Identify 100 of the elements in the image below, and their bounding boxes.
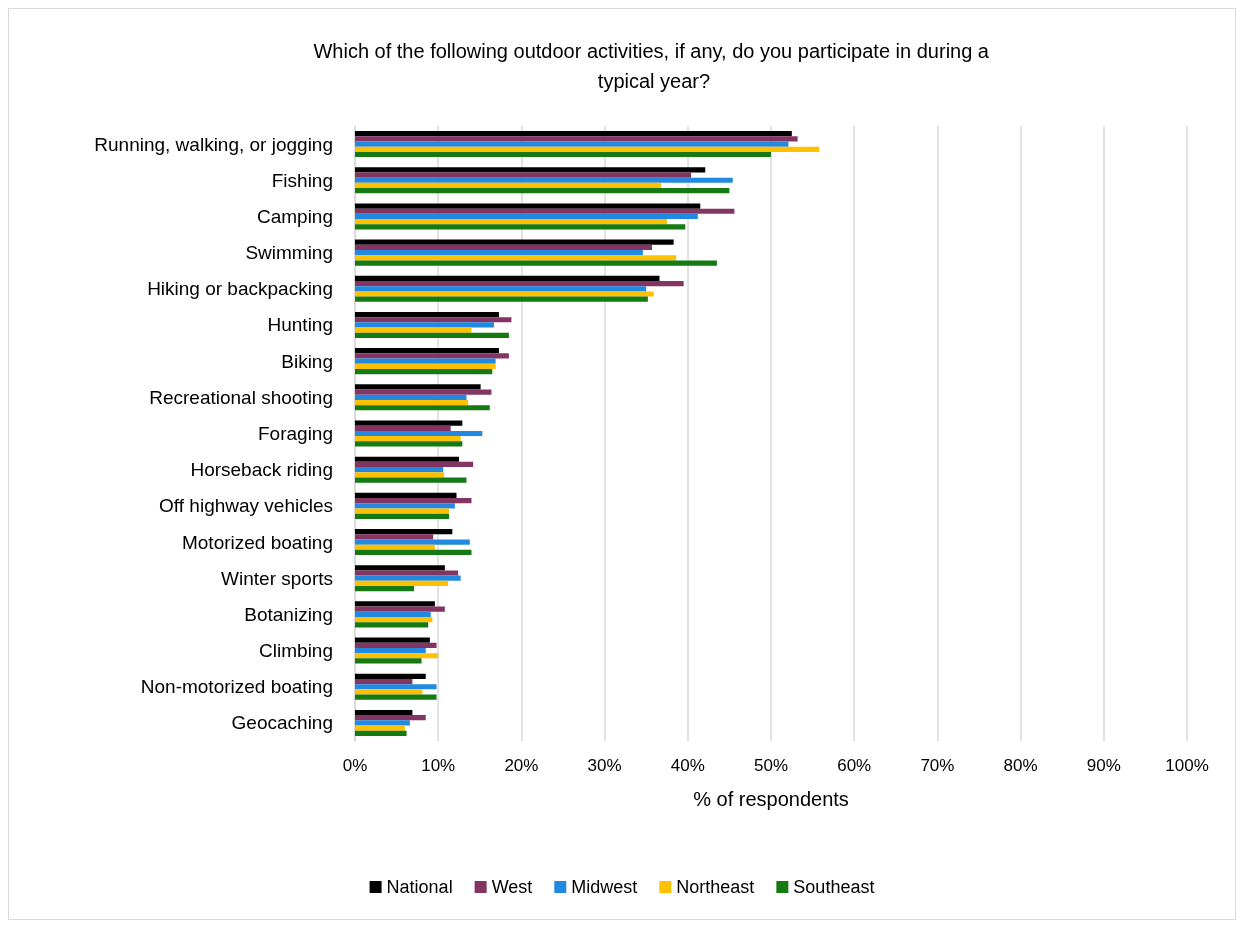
bar bbox=[355, 182, 662, 189]
bar bbox=[355, 653, 439, 659]
y-tick-label: Foraging bbox=[258, 423, 333, 444]
bar bbox=[355, 286, 647, 292]
x-tick-label: 40% bbox=[670, 756, 705, 775]
bar bbox=[355, 725, 405, 731]
bar bbox=[355, 678, 413, 685]
bar bbox=[355, 420, 463, 426]
y-tick-label: Running, walking, or jogging bbox=[94, 133, 333, 155]
bar bbox=[355, 658, 422, 664]
bar bbox=[355, 477, 467, 483]
legend-label: Northeast bbox=[676, 877, 755, 897]
bar bbox=[355, 146, 820, 152]
bar bbox=[355, 141, 789, 147]
y-tick-label: Winter sports bbox=[221, 567, 333, 589]
bar bbox=[355, 606, 445, 612]
bar bbox=[355, 280, 684, 287]
bar bbox=[355, 213, 698, 220]
x-tick-label: 20% bbox=[504, 756, 539, 775]
bar bbox=[355, 296, 648, 302]
bar bbox=[355, 544, 435, 550]
bar bbox=[355, 436, 461, 442]
bar bbox=[355, 425, 451, 431]
bar bbox=[355, 456, 459, 462]
bar bbox=[355, 394, 467, 400]
bar bbox=[355, 720, 410, 726]
bar bbox=[355, 250, 643, 256]
bar bbox=[355, 311, 499, 318]
y-tick-label: Off highway vehicles bbox=[159, 495, 333, 517]
y-tick-label: Botanizing bbox=[244, 603, 333, 625]
bar bbox=[355, 498, 472, 504]
bar bbox=[355, 172, 692, 178]
x-tick-label: 90% bbox=[1086, 756, 1121, 775]
bar bbox=[355, 565, 445, 571]
bar bbox=[355, 384, 481, 390]
bar bbox=[355, 167, 706, 173]
y-tick-label: Non-motorized boating bbox=[140, 676, 333, 698]
legend-label: Southeast bbox=[793, 877, 875, 897]
bar bbox=[355, 399, 469, 406]
bar bbox=[355, 151, 771, 158]
y-tick-label: Recreational shooting bbox=[149, 386, 333, 408]
bar bbox=[355, 219, 667, 225]
bar bbox=[355, 353, 509, 359]
bar bbox=[355, 622, 429, 628]
bar bbox=[355, 673, 426, 679]
x-tick-label: 0% bbox=[342, 756, 368, 775]
bar bbox=[355, 368, 493, 375]
bar bbox=[355, 513, 450, 519]
bar bbox=[355, 549, 472, 556]
bar bbox=[355, 188, 730, 194]
y-tick-label: Hiking or backpacking bbox=[147, 278, 333, 300]
bar bbox=[355, 570, 459, 576]
bar bbox=[355, 389, 492, 395]
bar bbox=[355, 239, 674, 245]
x-axis-title: % of respondents bbox=[693, 788, 849, 810]
bar bbox=[355, 405, 490, 411]
bar bbox=[355, 534, 434, 540]
y-tick-label: Fishing bbox=[271, 169, 333, 191]
bar bbox=[355, 275, 660, 281]
y-tick-label: Motorized boating bbox=[181, 531, 333, 553]
bar bbox=[355, 358, 496, 364]
legend-label: West bbox=[491, 877, 533, 897]
bar bbox=[355, 492, 457, 499]
bar bbox=[355, 539, 470, 545]
x-tick-label: 30% bbox=[587, 756, 622, 775]
x-tick-label: 60% bbox=[837, 756, 872, 775]
bar bbox=[355, 601, 435, 607]
bar bbox=[355, 575, 461, 581]
bar bbox=[355, 430, 483, 437]
bar bbox=[355, 472, 445, 478]
chart-title: Which of the following outdoor activities, if any, do you participate in during a typical year? bbox=[313, 40, 995, 92]
bar bbox=[355, 689, 423, 695]
bar bbox=[355, 642, 437, 648]
bar bbox=[355, 684, 437, 690]
bar bbox=[355, 208, 735, 214]
bar bbox=[355, 586, 415, 592]
x-tick-label: 100% bbox=[1165, 756, 1209, 775]
bar bbox=[355, 730, 407, 736]
bar bbox=[355, 611, 431, 617]
bar bbox=[355, 441, 463, 447]
bar bbox=[355, 131, 792, 137]
bar bbox=[355, 224, 686, 230]
bar bbox=[355, 508, 450, 514]
bar bbox=[355, 317, 512, 323]
bar bbox=[355, 709, 413, 716]
y-tick-label: Camping bbox=[256, 205, 333, 227]
bar bbox=[355, 529, 453, 535]
bar bbox=[355, 348, 499, 354]
bar bbox=[355, 647, 426, 654]
bar bbox=[355, 136, 798, 142]
y-tick-label: Hunting bbox=[267, 314, 333, 336]
x-tick-label: 50% bbox=[753, 756, 789, 775]
bar bbox=[355, 244, 653, 251]
bar bbox=[355, 327, 472, 333]
bar bbox=[355, 177, 733, 183]
bar bbox=[355, 363, 496, 369]
x-tick-label: 10% bbox=[421, 756, 456, 775]
bar bbox=[355, 461, 474, 468]
bar bbox=[355, 291, 654, 297]
y-tick-label: Geocaching bbox=[231, 712, 333, 734]
